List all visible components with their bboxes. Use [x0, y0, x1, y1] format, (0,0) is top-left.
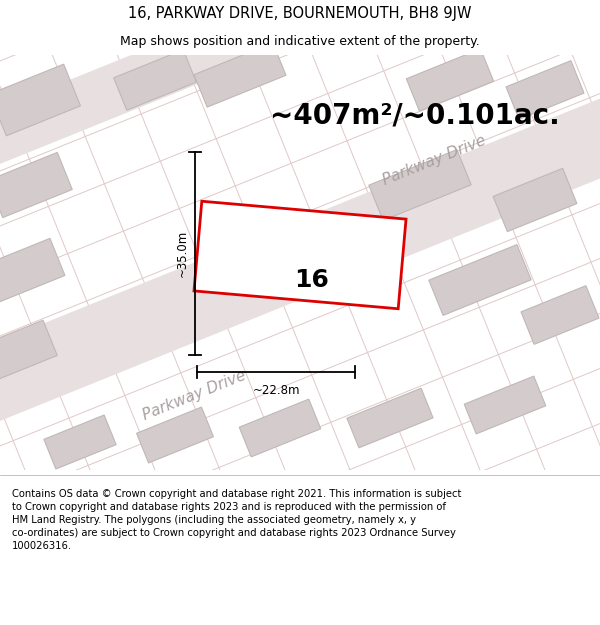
Polygon shape: [113, 50, 196, 110]
Polygon shape: [0, 64, 80, 136]
Polygon shape: [194, 201, 406, 309]
Polygon shape: [137, 407, 214, 463]
Polygon shape: [521, 286, 599, 344]
Polygon shape: [493, 168, 577, 232]
Polygon shape: [0, 0, 600, 168]
Text: Parkway Drive: Parkway Drive: [140, 368, 248, 423]
Text: 16: 16: [295, 268, 329, 292]
Polygon shape: [406, 49, 494, 111]
Text: 16, PARKWAY DRIVE, BOURNEMOUTH, BH8 9JW: 16, PARKWAY DRIVE, BOURNEMOUTH, BH8 9JW: [128, 6, 472, 21]
Text: ~22.8m: ~22.8m: [252, 384, 300, 396]
Text: Parkway Drive: Parkway Drive: [380, 132, 488, 188]
Text: Map shows position and indicative extent of the property.: Map shows position and indicative extent…: [120, 35, 480, 48]
Polygon shape: [369, 149, 471, 221]
Text: Contains OS data © Crown copyright and database right 2021. This information is : Contains OS data © Crown copyright and d…: [12, 489, 461, 551]
Polygon shape: [347, 388, 433, 448]
Text: ~407m²/~0.101ac.: ~407m²/~0.101ac.: [270, 101, 560, 129]
Polygon shape: [464, 376, 546, 434]
Polygon shape: [0, 152, 72, 218]
Polygon shape: [0, 238, 65, 302]
Polygon shape: [506, 61, 584, 119]
Polygon shape: [0, 94, 600, 425]
Polygon shape: [44, 415, 116, 469]
Polygon shape: [0, 320, 57, 380]
Polygon shape: [429, 244, 531, 316]
Text: ~35.0m: ~35.0m: [176, 230, 188, 277]
Polygon shape: [194, 43, 286, 107]
Polygon shape: [239, 399, 321, 457]
